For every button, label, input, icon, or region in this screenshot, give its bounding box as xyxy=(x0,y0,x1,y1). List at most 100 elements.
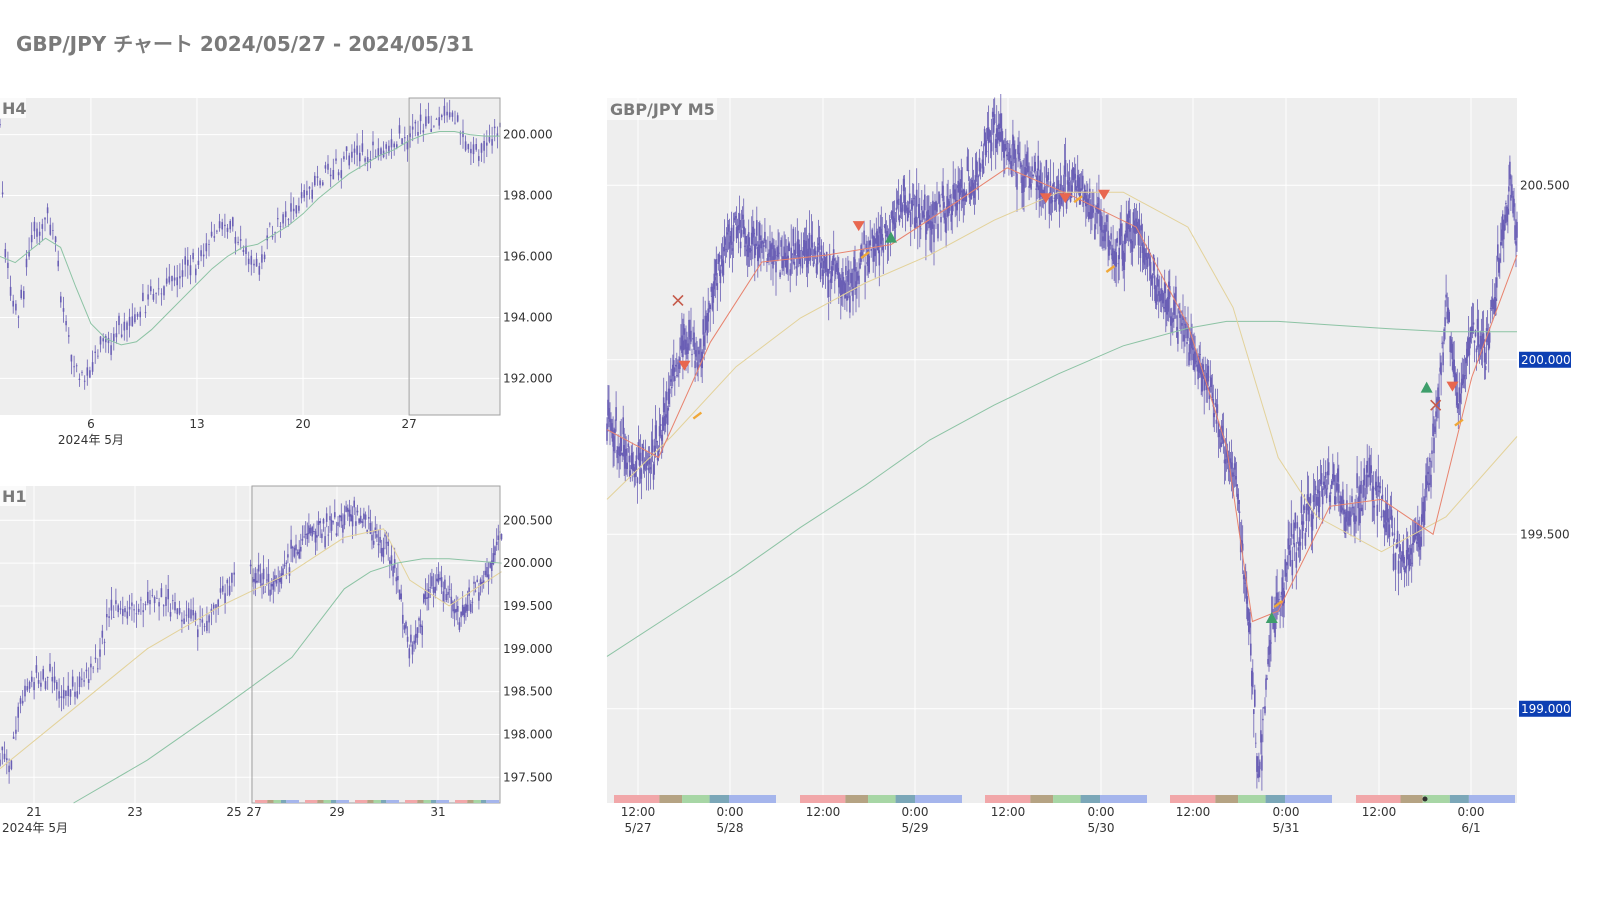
h1-session-bar-4 xyxy=(336,800,349,803)
m5-session-bar-0 xyxy=(985,795,1031,803)
h1-y-tick: 200.000 xyxy=(503,556,553,570)
m5-session-bar-2 xyxy=(682,795,710,803)
h4-x-tick: 20 xyxy=(295,417,310,431)
h1-x-tick: 21 xyxy=(26,805,41,819)
m5-buy-marker xyxy=(884,231,897,243)
h1-session-bar-0 xyxy=(455,800,468,803)
m5-order-marker xyxy=(1273,600,1283,609)
m5-y-tick: 200.500 xyxy=(1520,178,1570,192)
m5-sell-marker xyxy=(1446,381,1459,392)
h1-x-tick: 23 xyxy=(127,805,142,819)
m5-x-tick-date: 6/1 xyxy=(1461,821,1480,835)
m5-x-tick: 0:00 xyxy=(1273,805,1300,819)
h1-x-tick: 27 xyxy=(246,805,261,819)
h1-session-bar-2 xyxy=(273,800,281,803)
m5-session-bar-2 xyxy=(1422,795,1450,803)
h1-chart: 21 23 25 27 29 31 2024年 5月 197.500 198.000 198.50… xyxy=(0,485,553,835)
m5-session-bar-1 xyxy=(1215,795,1239,803)
m5-session-bar-2 xyxy=(868,795,896,803)
m5-sell-marker xyxy=(1059,193,1072,204)
m5-session-bar-3 xyxy=(895,795,916,803)
h1-session-bar-2 xyxy=(373,800,381,803)
h4-y-tick: 194.000 xyxy=(503,310,553,324)
m5-session-bar-0 xyxy=(1170,795,1216,803)
h1-x-tick: 25 xyxy=(226,805,241,819)
h4-y-tick: 192.000 xyxy=(503,371,553,385)
h4-y-tick: 200.000 xyxy=(503,128,553,142)
h1-session-bar-0 xyxy=(305,800,318,803)
m5-x-tick: 0:00 xyxy=(717,805,744,819)
h1-y-tick: 197.500 xyxy=(503,770,553,784)
m5-session-bar-4 xyxy=(1285,795,1332,803)
m5-chart: 12:00 5/27 0:00 5/28 12:00 0:00 5/29 12:00 0:00 5… xyxy=(606,94,1571,835)
m5-sell-marker xyxy=(852,221,865,232)
m5-session-bar-3 xyxy=(1080,795,1101,803)
m5-sell-marker xyxy=(678,360,691,371)
h1-y-tick: 198.000 xyxy=(503,727,553,741)
m5-ma-fast xyxy=(606,167,1518,623)
h4-y-tick: 196.000 xyxy=(503,250,553,264)
m5-buy-marker xyxy=(1420,381,1433,393)
m5-y-tick: 199.500 xyxy=(1520,527,1570,541)
m5-sell-marker xyxy=(1097,189,1110,200)
h4-x-tick: 27 xyxy=(401,417,416,431)
m5-x-tick-date: 5/28 xyxy=(717,821,744,835)
m5-session-bar-2 xyxy=(1053,795,1081,803)
m5-order-marker xyxy=(860,251,870,260)
m5-x-tick: 0:00 xyxy=(1088,805,1115,819)
h1-session-bar-1 xyxy=(367,800,374,803)
h1-session-bar-0 xyxy=(255,800,268,803)
m5-sell-marker xyxy=(1039,193,1052,204)
h1-x-tick: 29 xyxy=(329,805,344,819)
m5-exit-marker xyxy=(1430,399,1442,411)
m5-x-tick-date: 5/31 xyxy=(1273,821,1300,835)
h1-ma-fast xyxy=(0,528,502,770)
m5-session-bar-3 xyxy=(1449,795,1469,803)
h4-ma xyxy=(0,131,500,346)
h1-session-bar-1 xyxy=(267,800,274,803)
m5-price-badge-label: 200.000 xyxy=(1521,353,1571,367)
m5-label-bg xyxy=(607,98,717,120)
h4-panel-label: H4 xyxy=(2,99,27,118)
m5-session-bar-2 xyxy=(1238,795,1266,803)
m5-x-tick: 12:00 xyxy=(806,805,841,819)
h1-session-bar-2 xyxy=(473,800,481,803)
h1-session-bar-0 xyxy=(355,800,368,803)
h1-session-bar-4 xyxy=(286,800,299,803)
m5-session-bar-4 xyxy=(1100,795,1147,803)
m5-session-bar-0 xyxy=(800,795,846,803)
m5-session-bar-1 xyxy=(1400,795,1423,803)
m5-buy-marker xyxy=(1265,612,1278,624)
h1-ma-slow xyxy=(73,558,502,804)
h4-x-tick: 6 xyxy=(87,417,95,431)
m5-order-marker xyxy=(1454,418,1464,427)
m5-session-bar-0 xyxy=(614,795,660,803)
h1-session-bar-2 xyxy=(323,800,331,803)
h1-y-tick: 199.500 xyxy=(503,599,553,613)
m5-x-tick: 12:00 xyxy=(1362,805,1397,819)
h4-chart: 6 13 20 27 2024年 5月 192.000 194.000 196.000 198.… xyxy=(0,97,553,447)
h1-x-tick: 31 xyxy=(430,805,445,819)
m5-price-badge-label: 199.000 xyxy=(1521,702,1571,716)
m5-exit-marker xyxy=(672,294,684,306)
m5-x-tick: 0:00 xyxy=(902,805,929,819)
h1-session-bar-3 xyxy=(380,800,387,803)
h1-session-bar-3 xyxy=(430,800,437,803)
m5-session-bar-4 xyxy=(915,795,962,803)
m5-x-tick: 12:00 xyxy=(991,805,1026,819)
m5-plot-area xyxy=(607,98,1517,803)
m5-x-tick-date: 5/30 xyxy=(1088,821,1115,835)
h1-session-bar-1 xyxy=(417,800,424,803)
h1-session-bar-4 xyxy=(386,800,399,803)
m5-x-tick: 12:00 xyxy=(621,805,656,819)
h1-y-tick: 198.500 xyxy=(503,685,553,699)
h1-panel-label: H1 xyxy=(2,487,27,506)
m5-session-dot xyxy=(1422,796,1428,802)
h1-y-tick: 199.000 xyxy=(503,642,553,656)
h4-label-bg xyxy=(0,98,26,118)
m5-x-tick-date: 5/29 xyxy=(902,821,929,835)
m5-session-bar-3 xyxy=(1265,795,1286,803)
m5-x-tick: 12:00 xyxy=(1176,805,1211,819)
h1-y-tick: 200.500 xyxy=(503,513,553,527)
